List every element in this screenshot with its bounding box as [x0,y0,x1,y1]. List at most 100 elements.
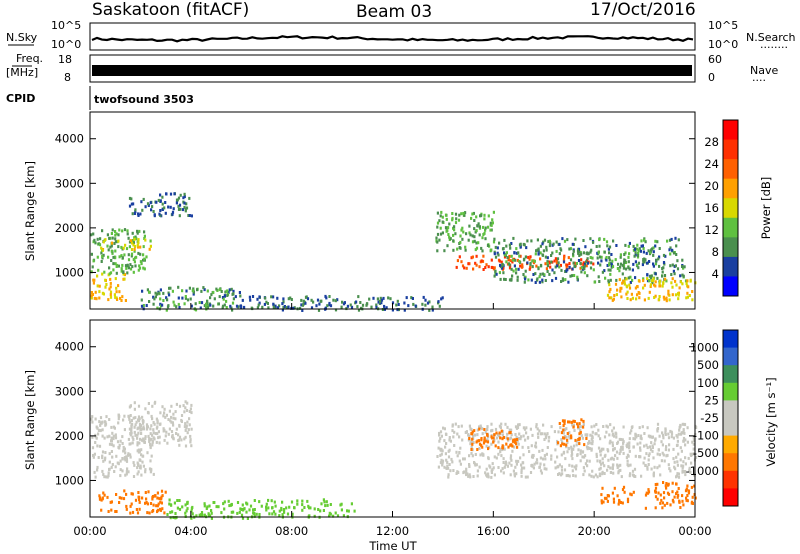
velocity-cell-3-178 [190,506,193,510]
velocity-cell-8-55 [691,495,694,499]
velocity-cell-3-148 [186,502,189,505]
power-cell-9-134 [689,278,692,282]
power-cell-3-73 [182,196,185,200]
power-cell-5-56 [267,306,270,310]
velocity-cell-4-311 [692,447,695,451]
power-cell-8-482 [637,249,640,253]
power-cell-6-54 [467,238,470,242]
velocity-cell-4-116 [524,475,527,479]
velocity-cell-2-55 [141,496,144,500]
power-cell-3-45 [183,205,186,209]
velocity-cell-5-17 [468,437,471,440]
power-cell-8-377 [610,262,613,265]
velocity-cell-3-175 [184,511,187,515]
velocity-cell-4-313 [490,471,493,474]
power-cell-5-190 [263,302,266,306]
velocity-cell-4-604 [565,474,568,478]
velocity-cell-1-152 [168,409,171,413]
velocity-cell-4-297 [485,467,488,471]
velocity-cell-0-134 [90,417,93,421]
power-cell-8-332 [583,271,586,275]
power-cell-0-18 [96,284,99,288]
velocity-cell-4-910 [672,447,675,451]
power-cell-5-197 [387,296,390,300]
velocity-cell-5-23 [497,446,500,450]
velocity-cell-4-380 [491,462,494,466]
power-cbar-seg-8 [723,276,738,297]
power-cell-9-67 [664,277,667,281]
velocity-cell-4-233 [596,475,599,479]
velocity-cell-4-780 [520,463,523,467]
power-cell-7-44 [487,265,490,269]
power-cell-4-57 [203,288,206,292]
power-cell-3-87 [183,192,186,196]
power-cell-8-507 [611,259,614,263]
velocity-cell-4-825 [612,457,615,461]
velocity-cell-1-79 [163,428,166,432]
velocity-ytick-label-2: 3000 [55,384,84,398]
velocity-cell-4-319 [664,448,667,452]
power-cell-9-21 [685,296,688,300]
power-cell-6-133 [477,241,480,245]
velocity-cell-4-294 [686,440,689,444]
velocity-cell-0-61 [101,454,104,458]
power-cell-8-355 [608,262,611,266]
velocity-cell-4-863 [474,453,477,456]
power-cell-2-24 [144,238,147,242]
velocity-cell-5-38 [495,431,498,435]
power-cell-1-151 [93,238,96,242]
power-cell-8-597 [648,274,652,278]
velocity-cell-4-909 [646,465,649,469]
velocity-cell-4-354 [520,471,523,474]
power-cell-8-519 [634,260,637,264]
power-cell-8-50 [673,264,676,268]
velocity-cell-0-49 [125,459,129,463]
noise-right-tick-top: 10^5 [708,19,738,32]
velocity-cell-0-170 [94,441,97,444]
power-cell-1-1 [120,254,123,258]
power-cell-1-70 [133,236,136,240]
velocity-cell-0-117 [111,463,114,466]
power-cell-6-121 [452,239,455,243]
velocity-cell-0-143 [150,454,153,458]
power-cell-8-534 [538,275,541,279]
power-cell-1-49 [135,237,138,241]
power-cell-8-127 [609,268,612,272]
velocity-cell-1-73 [161,405,164,409]
velocity-cell-0-18 [136,449,139,453]
power-cell-4-128 [188,286,191,290]
power-cell-7-125 [471,255,474,259]
power-cell-5-28 [257,303,260,307]
velocity-cell-4-498 [648,452,651,456]
power-cell-6-127 [478,233,481,237]
power-cell-4-1 [230,306,233,310]
power-cell-9-135 [654,284,657,288]
velocity-cell-4-707 [570,450,573,454]
velocity-cell-3-250 [265,502,268,506]
power-cell-5-160 [312,300,315,304]
velocity-cell-1-172 [127,437,130,441]
velocity-cell-4-612 [626,463,629,467]
power-cell-1-94 [140,262,143,266]
power-cell-4-84 [178,306,181,309]
velocity-cell-4-192 [484,430,487,434]
power-cell-8-248 [605,258,608,262]
power-cell-1-112 [118,228,121,232]
power-cell-1-164 [100,251,103,255]
velocity-cell-4-554 [444,452,447,456]
power-cell-1-24 [134,235,137,239]
velocity-cell-4-19 [626,459,629,463]
velocity-cell-4-834 [562,431,565,435]
power-cell-8-562 [541,253,545,257]
power-cell-8-470 [506,256,509,260]
power-cell-4-19 [167,291,170,295]
velocity-cell-1-146 [170,415,173,419]
velocity-cell-4-478 [652,456,655,460]
velocity-cell-4-306 [657,448,660,452]
power-cell-1-32 [138,229,141,233]
velocity-cell-0-198 [139,458,142,462]
velocity-cell-4-823 [468,434,471,438]
power-cell-0-1 [109,290,113,294]
power-cell-3-77 [165,192,168,196]
power-cell-7-3 [472,267,475,271]
